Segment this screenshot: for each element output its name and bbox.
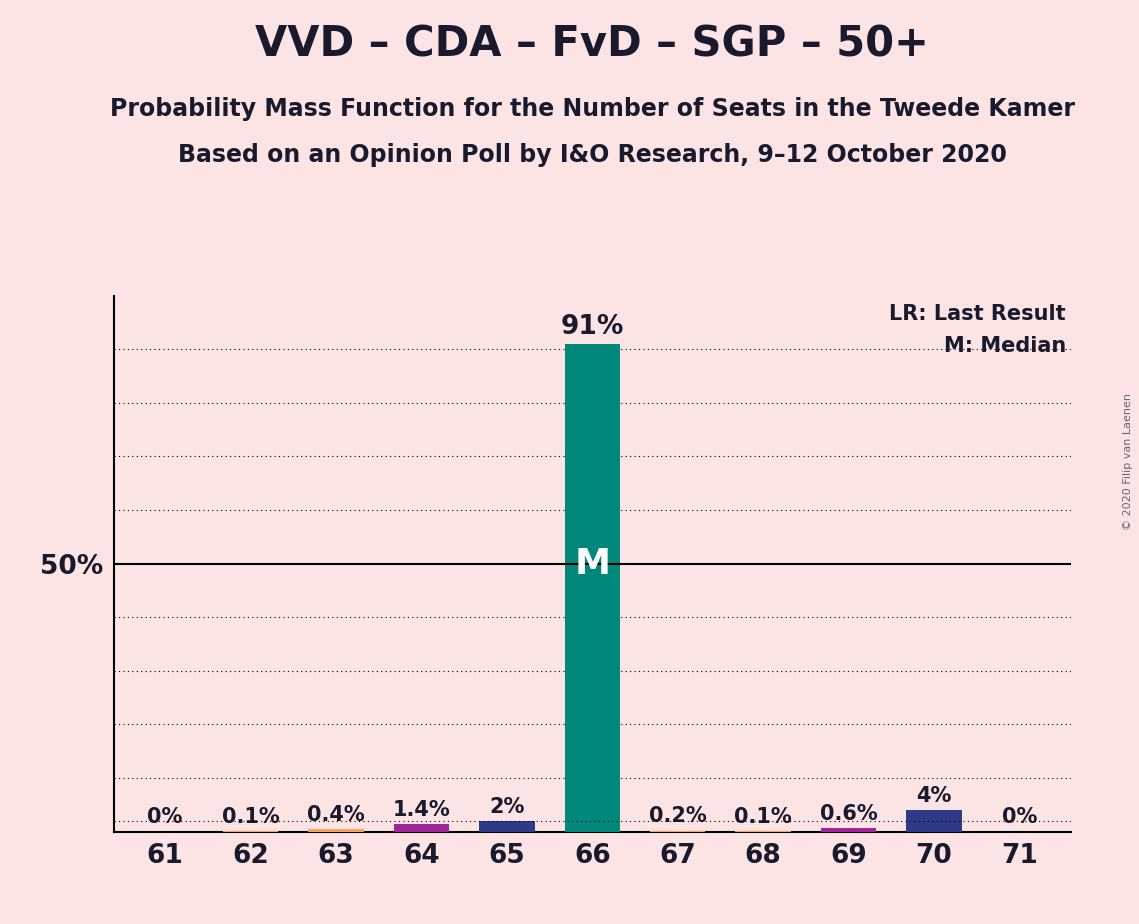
Text: 0.1%: 0.1% [222, 807, 279, 827]
Bar [821, 829, 876, 832]
Text: 0.2%: 0.2% [649, 807, 706, 826]
Text: 0%: 0% [1001, 808, 1038, 827]
Text: 91%: 91% [560, 313, 624, 340]
Bar [480, 821, 534, 832]
Text: VVD – CDA – FvD – SGP – 50+: VVD – CDA – FvD – SGP – 50+ [255, 23, 929, 65]
Text: © 2020 Filip van Laenen: © 2020 Filip van Laenen [1123, 394, 1133, 530]
Text: Probability Mass Function for the Number of Seats in the Tweede Kamer: Probability Mass Function for the Number… [109, 97, 1075, 121]
Text: 4%: 4% [916, 786, 952, 806]
Bar [565, 344, 620, 832]
Text: M: M [574, 547, 611, 580]
Bar [394, 824, 449, 832]
Text: LR: Last Result: LR: Last Result [890, 304, 1066, 323]
Text: 0.6%: 0.6% [820, 804, 877, 824]
Text: 0%: 0% [147, 808, 183, 827]
Bar [309, 830, 363, 832]
Text: 2%: 2% [489, 796, 525, 817]
Text: M: Median: M: Median [943, 336, 1066, 356]
Bar [907, 810, 961, 832]
Text: 0.1%: 0.1% [735, 807, 792, 827]
Text: 0.4%: 0.4% [308, 805, 364, 825]
Bar [650, 831, 705, 832]
Text: Based on an Opinion Poll by I&O Research, 9–12 October 2020: Based on an Opinion Poll by I&O Research… [178, 143, 1007, 167]
Text: 1.4%: 1.4% [393, 800, 450, 820]
